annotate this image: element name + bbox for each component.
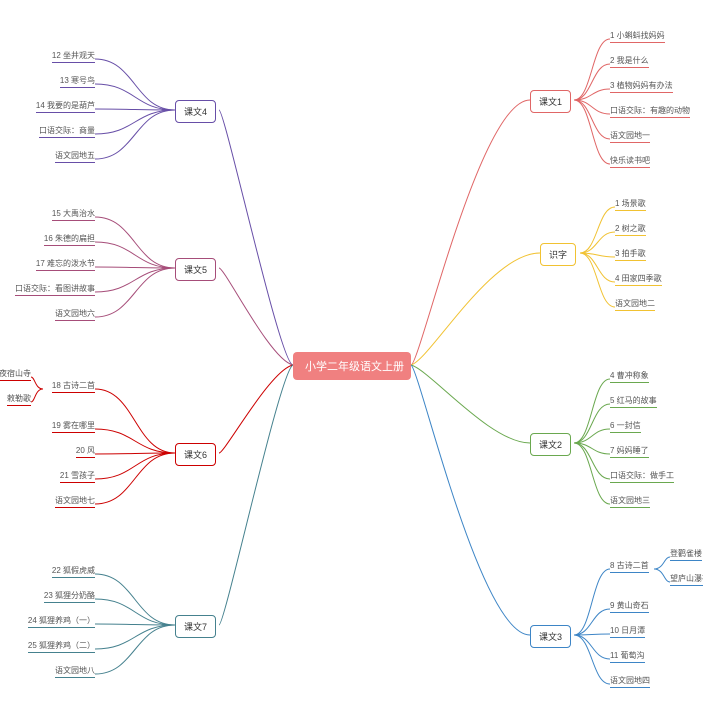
leaf-node: 语文园地四 (610, 675, 650, 688)
leaf-node: 6 一封信 (610, 420, 641, 433)
leaf-node: 3 植物妈妈有办法 (610, 80, 673, 93)
leaf-node: 语文园地七 (55, 495, 95, 508)
branch-kewen5: 课文5 (175, 258, 216, 281)
leaf-node: 口语交际：看图讲故事 (15, 283, 95, 296)
leaf-node: 9 黄山奇石 (610, 600, 649, 613)
leaf-node: 语文园地六 (55, 308, 95, 321)
leaf-node: 22 狐假虎威 (52, 565, 95, 578)
leaf-node: 16 朱德的扁担 (44, 233, 95, 246)
leaf-node: 2 树之歌 (615, 223, 646, 236)
leaf-node: 10 日月潭 (610, 625, 645, 638)
leaf-node: 语文园地一 (610, 130, 650, 143)
leaf-node: 19 雾在哪里 (52, 420, 95, 433)
branch-kewen7: 课文7 (175, 615, 216, 638)
leaf-node: 23 狐狸分奶酪 (44, 590, 95, 603)
leaf-node: 口语交际：有趣的动物 (610, 105, 690, 118)
leaf-node: 24 狐狸养鸡（一） (28, 615, 95, 628)
subleaf-node: 登鹳雀楼 (670, 548, 702, 561)
subleaf-node: 夜宿山寺 (0, 368, 31, 381)
leaf-node: 12 坐井观天 (52, 50, 95, 63)
leaf-node: 口语交际：做手工 (610, 470, 674, 483)
leaf-node: 语文园地五 (55, 150, 95, 163)
branch-shizi: 识字 (540, 243, 576, 266)
leaf-node: 18 古诗二首 (52, 380, 95, 393)
leaf-node: 1 小蝌蚪找妈妈 (610, 30, 665, 43)
leaf-node: 17 难忘的泼水节 (36, 258, 95, 271)
leaf-node: 语文园地二 (615, 298, 655, 311)
leaf-node: 20 风 (76, 445, 95, 458)
leaf-node: 3 拍手歌 (615, 248, 646, 261)
center-node: 小学二年级语文上册 (293, 352, 411, 380)
leaf-node: 21 雪孩子 (60, 470, 95, 483)
leaf-node: 25 狐狸养鸡（二） (28, 640, 95, 653)
leaf-node: 8 古诗二首 (610, 560, 649, 573)
leaf-node: 11 葡萄沟 (610, 650, 645, 663)
leaf-node: 语文园地八 (55, 665, 95, 678)
subleaf-node: 敕勒歌 (7, 393, 31, 406)
leaf-node: 快乐读书吧 (610, 155, 650, 168)
branch-kewen2: 课文2 (530, 433, 571, 456)
leaf-node: 5 红马的故事 (610, 395, 657, 408)
leaf-node: 15 大禹治水 (52, 208, 95, 221)
leaf-node: 1 场景歌 (615, 198, 646, 211)
subleaf-node: 望庐山瀑布 (670, 573, 703, 586)
branch-kewen6: 课文6 (175, 443, 216, 466)
branch-kewen3: 课文3 (530, 625, 571, 648)
leaf-node: 2 我是什么 (610, 55, 649, 68)
leaf-node: 7 妈妈睡了 (610, 445, 649, 458)
leaf-node: 4 田家四季歌 (615, 273, 662, 286)
branch-kewen4: 课文4 (175, 100, 216, 123)
leaf-node: 14 我要的是葫芦 (36, 100, 95, 113)
leaf-node: 13 寒号鸟 (60, 75, 95, 88)
leaf-node: 语文园地三 (610, 495, 650, 508)
leaf-node: 4 曹冲称象 (610, 370, 649, 383)
leaf-node: 口语交际：商量 (39, 125, 95, 138)
branch-kewen1: 课文1 (530, 90, 571, 113)
